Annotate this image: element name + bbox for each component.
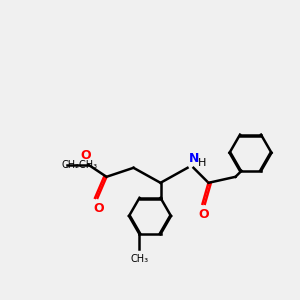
Text: O: O — [199, 208, 209, 221]
Text: CH₃: CH₃ — [130, 254, 148, 264]
Text: N: N — [189, 152, 200, 165]
Text: O: O — [94, 202, 104, 215]
Text: O: O — [80, 149, 91, 162]
Text: CH₂CH₃: CH₂CH₃ — [61, 160, 98, 170]
Text: H: H — [198, 158, 206, 168]
